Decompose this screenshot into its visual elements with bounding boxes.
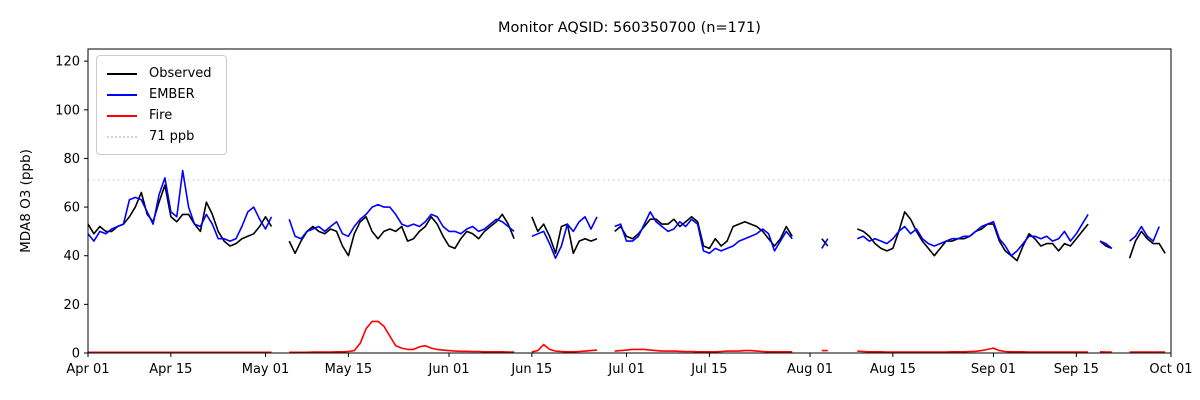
legend-item-ember: EMBER (107, 84, 212, 105)
x-tick-label: Apr 15 (149, 362, 192, 377)
x-tick-label: Sep 15 (1054, 362, 1099, 377)
legend-label: 71 ppb (149, 129, 195, 144)
fire-line (88, 320, 1166, 354)
legend-label: Fire (149, 108, 173, 123)
y-tick-label: 40 (63, 249, 80, 264)
x-tick-label: Jun 01 (428, 362, 470, 377)
x-tick-label: Aug 01 (787, 362, 833, 377)
y-tick-label: 20 (63, 298, 80, 313)
x-tick-label: Jul 01 (607, 362, 644, 377)
x-tick-label: Apr 01 (66, 362, 109, 377)
legend-item-observed: Observed (107, 63, 212, 84)
y-tick-label: 60 (63, 201, 80, 216)
x-tick-label: Oct 01 (1149, 362, 1192, 377)
legend-line-sample (107, 93, 137, 96)
y-tick-label: 0 (72, 347, 80, 362)
x-tick-label: Aug 15 (870, 362, 916, 377)
legend-item-fire: Fire (107, 105, 212, 126)
legend-item-71-ppb: 71 ppb (107, 126, 212, 147)
x-tick-label: May 15 (325, 362, 373, 377)
observed-line (87, 184, 1166, 262)
ember-line (87, 169, 1160, 259)
x-tick-label: Jun 15 (510, 362, 552, 377)
legend-line-sample (107, 135, 137, 138)
y-tick-label: 100 (55, 103, 80, 118)
legend-label: EMBER (149, 87, 195, 102)
legend-line-sample (107, 72, 137, 75)
legend: Observed EMBER Fire 71 ppb (96, 55, 227, 155)
axes-frame (87, 48, 1172, 354)
x-tick-label: Sep 01 (971, 362, 1016, 377)
y-tick-label: 80 (63, 152, 80, 167)
legend-label: Observed (149, 66, 212, 81)
y-tick-label: 120 (55, 55, 80, 70)
legend-line-sample (107, 114, 137, 117)
chart-title: Monitor AQSID: 560350700 (n=171) (498, 20, 761, 36)
x-tick-label: May 01 (242, 362, 290, 377)
x-tick-label: Jul 15 (690, 362, 727, 377)
